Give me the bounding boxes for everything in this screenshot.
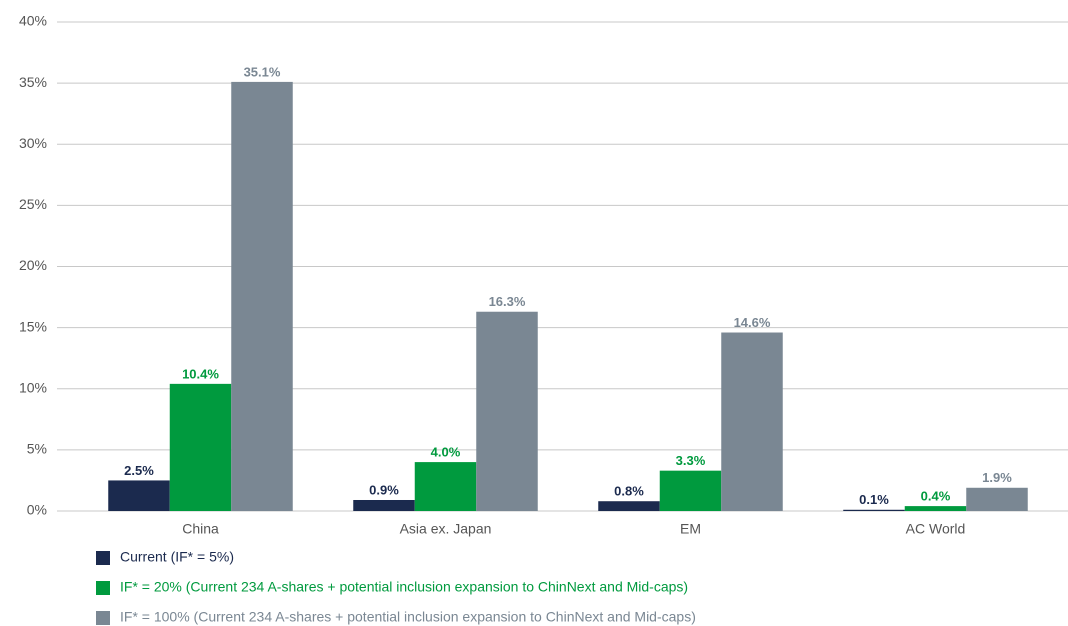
bar [659,470,722,511]
legend-label: Current (IF* = 5%) [120,549,234,565]
value-label: 2.5% [124,463,154,478]
bar [108,480,170,511]
bar [598,501,660,511]
value-label: 4.0% [431,445,461,460]
bar [414,462,477,511]
legend-swatch [96,551,110,565]
legend-label: IF* = 100% (Current 234 A-shares + poten… [120,609,696,625]
y-tick-label: 10% [19,379,47,395]
value-label: 0.4% [921,489,951,504]
value-label: 1.9% [982,470,1012,485]
y-tick-label: 40% [19,13,47,29]
x-tick-label: AC World [906,521,966,537]
bar [231,81,293,511]
bar [721,332,783,511]
y-tick-label: 0% [27,502,47,518]
value-label: 16.3% [489,294,526,309]
legend-swatch [96,581,110,595]
legend-label: IF* = 20% (Current 234 A-shares + potent… [120,579,688,595]
value-label: 0.1% [859,492,889,507]
x-tick-label: Asia ex. Japan [400,521,492,537]
bar [353,499,415,511]
value-label: 3.3% [676,453,706,468]
y-tick-label: 35% [19,74,47,90]
value-label: 0.8% [614,484,644,499]
bar [843,509,905,511]
y-tick-label: 20% [19,257,47,273]
bar [904,506,967,511]
legend-swatch [96,611,110,625]
value-label: 0.9% [369,482,399,497]
value-label: 35.1% [244,64,281,79]
y-tick-label: 30% [19,135,47,151]
value-label: 10.4% [182,366,219,381]
bar [169,383,232,511]
bar [476,311,538,511]
y-tick-label: 15% [19,318,47,334]
bar [966,487,1028,511]
x-tick-label: China [182,521,219,537]
value-label: 14.6% [734,315,771,330]
y-tick-label: 25% [19,196,47,212]
y-tick-label: 5% [27,441,47,457]
x-tick-label: EM [680,521,701,537]
